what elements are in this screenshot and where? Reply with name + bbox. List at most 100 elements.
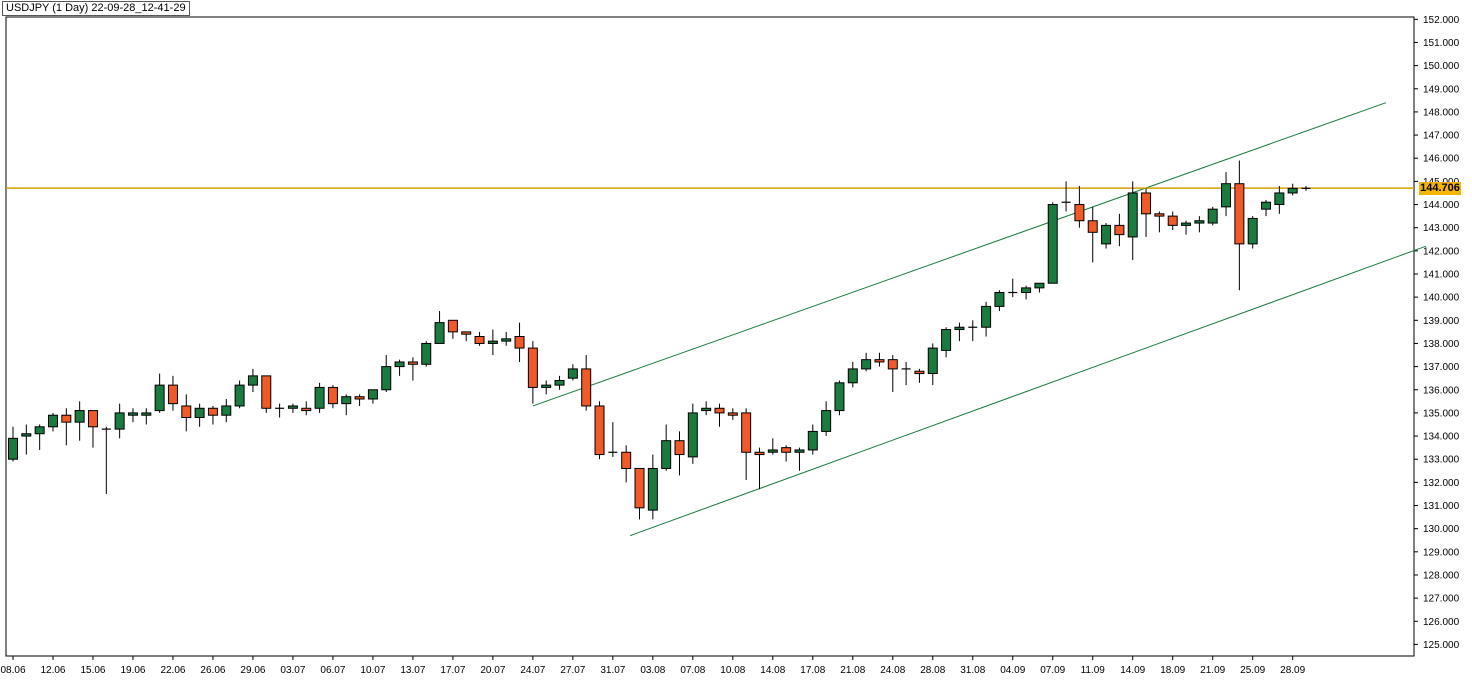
y-tick-label: 148.000 — [1423, 107, 1460, 118]
candle-body — [421, 342, 432, 365]
candle-body — [8, 437, 18, 460]
candle-body — [994, 292, 1005, 307]
candle-body — [941, 329, 952, 351]
x-tick-label: 28.08 — [920, 665, 945, 676]
candle-body — [794, 449, 805, 453]
candle-body — [954, 326, 965, 331]
x-tick-label: 22.06 — [160, 665, 185, 676]
y-tick-label: 129.000 — [1423, 547, 1460, 558]
candle-body — [341, 396, 352, 405]
candle-body — [1234, 183, 1245, 245]
channel-line-lower — [630, 245, 1427, 537]
y-tick-label: 130.000 — [1423, 524, 1460, 535]
x-tick-label: 14.08 — [760, 665, 785, 676]
x-tick-label: 15.06 — [80, 665, 105, 676]
x-tick-label: 04.09 — [1000, 665, 1025, 676]
candle-body — [434, 322, 445, 344]
candle-body — [447, 319, 458, 333]
y-tick-label: 133.000 — [1423, 455, 1460, 466]
candle-body — [394, 361, 405, 368]
candle-body — [807, 430, 818, 451]
candle-body — [701, 407, 712, 412]
x-tick-label: 20.07 — [480, 665, 505, 676]
x-tick-label: 21.09 — [1200, 665, 1225, 676]
candle-body — [1247, 217, 1258, 245]
candle-body — [714, 407, 725, 414]
candle-body — [554, 379, 565, 386]
candle-body — [1141, 192, 1152, 215]
candle-body — [861, 359, 872, 370]
candle-body — [1221, 183, 1232, 208]
candle-body — [127, 412, 138, 416]
candle-body — [87, 410, 98, 428]
x-tick-label: 28.09 — [1280, 665, 1305, 676]
candle-body — [541, 384, 552, 388]
y-tick-label: 144.000 — [1423, 200, 1460, 211]
candle-body — [141, 412, 152, 416]
candle-body — [1194, 220, 1205, 224]
candle-body — [581, 368, 592, 407]
x-tick-label: 24.08 — [880, 665, 905, 676]
x-tick-label: 31.08 — [960, 665, 985, 676]
x-tick-label: 25.09 — [1240, 665, 1265, 676]
candle-body — [1087, 220, 1098, 233]
candle-body — [261, 375, 272, 409]
y-tick-label: 127.000 — [1423, 594, 1460, 605]
candle-body — [567, 368, 578, 379]
candle-body — [527, 347, 538, 388]
candle-body — [674, 440, 685, 456]
y-tick-label: 152.000 — [1423, 15, 1460, 26]
candle-body — [74, 410, 85, 423]
y-tick-label: 146.000 — [1423, 154, 1460, 165]
candle-body — [1101, 224, 1112, 245]
candle-body — [1287, 187, 1298, 194]
candle-body — [514, 336, 525, 349]
candle-body — [367, 389, 378, 400]
candle-body — [61, 414, 72, 423]
candle-body — [594, 405, 605, 456]
candle-body — [207, 407, 218, 416]
plot-frame — [5, 16, 1415, 657]
y-tick-label: 126.000 — [1423, 617, 1460, 628]
candle-body — [767, 449, 778, 453]
candle-body — [234, 384, 245, 407]
candle-body — [21, 433, 32, 437]
candle-body — [1181, 222, 1192, 226]
candle-body — [727, 412, 738, 416]
candle-body — [741, 412, 752, 453]
x-tick-label: 13.07 — [400, 665, 425, 676]
y-tick-label: 125.000 — [1423, 640, 1460, 651]
candle-body — [1167, 215, 1178, 226]
candle-body — [221, 405, 232, 416]
candle-body — [621, 451, 632, 469]
candle-body — [34, 426, 45, 435]
candle-body — [874, 359, 885, 363]
channel-line-upper — [532, 102, 1387, 407]
candle-body — [1114, 224, 1125, 236]
candle-body — [1047, 204, 1058, 284]
x-tick-label: 10.08 — [720, 665, 745, 676]
candle-body — [781, 447, 792, 453]
candle-body — [487, 340, 498, 344]
candle-body — [314, 386, 325, 409]
candle-body — [474, 336, 485, 344]
x-tick-label: 03.08 — [640, 665, 665, 676]
candle-body — [181, 405, 192, 419]
candle-body — [247, 375, 258, 386]
candle-body — [821, 410, 832, 432]
candle-body — [914, 370, 925, 375]
x-tick-label: 08.06 — [0, 665, 25, 676]
x-tick-label: 07.08 — [680, 665, 705, 676]
candle-body — [1154, 213, 1165, 217]
y-tick-label: 128.000 — [1423, 570, 1460, 581]
y-tick-label: 137.000 — [1423, 362, 1460, 373]
y-tick-label: 135.000 — [1423, 408, 1460, 419]
y-tick-label: 140.000 — [1423, 293, 1460, 304]
y-tick-label: 134.000 — [1423, 432, 1460, 443]
candle-body — [1207, 208, 1218, 224]
x-tick-label: 21.08 — [840, 665, 865, 676]
x-tick-label: 11.09 — [1081, 665, 1106, 676]
x-tick-label: 24.07 — [520, 665, 545, 676]
x-tick-label: 31.07 — [600, 665, 625, 676]
